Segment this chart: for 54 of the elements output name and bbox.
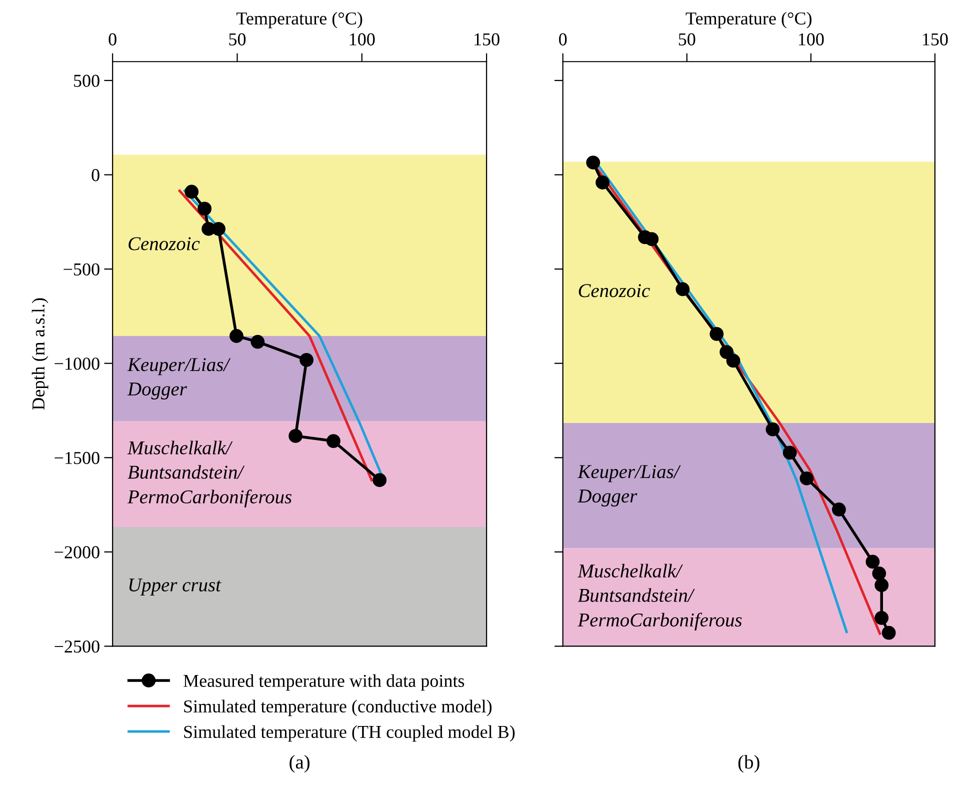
point [198,202,212,216]
point [288,429,303,443]
point [596,176,610,190]
x-axis-title: Temperature (°C) [236,12,362,28]
y-tick-label: −2500 [54,640,100,653]
y-tick-label: 500 [74,74,100,87]
legend-label: Simulated temperature (conductive model) [184,700,492,716]
point [300,353,314,367]
y-axis-title: Depth (m a.s.l.) [32,298,48,410]
y-tick-label: −1500 [54,452,100,464]
point [874,610,889,625]
band-label: Cenozoic [578,284,650,298]
point [782,446,797,460]
x-tick-label: 0 [559,33,567,46]
legend-label: Simulated temperature (TH coupled model B) [184,725,515,742]
point [710,326,724,341]
point [726,354,740,368]
x-tick-label: 150 [922,33,948,46]
band-label: Muschelkalk/ Buntsandstein/ PermoCarboniferous [127,440,292,508]
y-tick-label: −1000 [54,358,100,370]
x-tick-label: 50 [229,33,246,46]
point [676,282,690,296]
point [644,232,659,246]
point [866,554,880,569]
point [832,502,846,516]
x-axis-title: Temperature (°C) [686,12,812,28]
x-tick-label: 0 [108,33,116,46]
legend-label: Measured temperature with data points [184,674,464,691]
y-tick-label: −500 [64,263,100,276]
text: (b) [738,754,760,773]
text: (a) [290,754,310,773]
point [230,329,244,343]
band-label: Keuper/Lias/ Dogger [127,358,231,400]
point [586,156,600,170]
y-tick-label: −2000 [54,546,100,558]
point [212,222,226,236]
point [800,471,814,486]
x-tick-label: 100 [798,33,824,46]
band-label: Upper crust [129,578,222,596]
point [250,334,265,349]
band-label: Muschelkalk/ Buntsandstein/ PermoCarboniferous [578,564,742,631]
x-tick-label: 50 [678,33,696,46]
x-tick-label: 100 [350,33,375,46]
band-label: Cenozoic [128,237,200,250]
point [184,184,199,199]
point [882,626,896,640]
y-tick-label: 0 [92,169,100,182]
point [326,434,340,448]
point [766,422,780,436]
x-tick-label: 150 [474,33,500,46]
point [872,566,886,580]
point [372,473,387,488]
point [874,578,889,592]
band-label: Keuper/Lias/ Dogger [578,465,681,507]
